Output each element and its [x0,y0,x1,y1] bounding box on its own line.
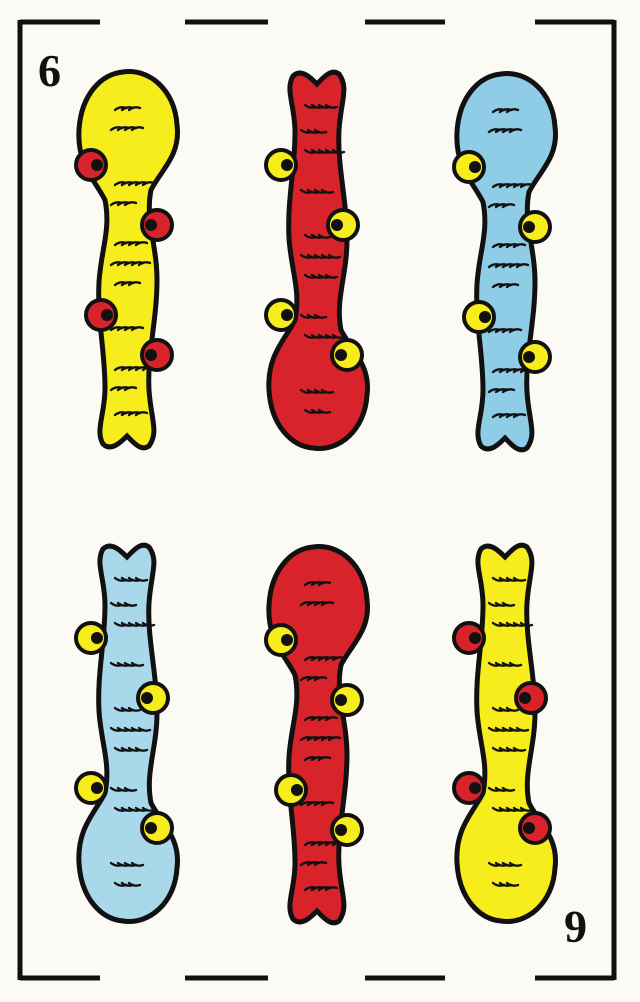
rank-top: 6 [38,48,61,94]
club-knot [266,300,296,330]
club-6 [454,545,556,921]
clubs-group [76,72,556,923]
club-knot [328,210,358,240]
club-knot [142,340,172,370]
club-4 [76,545,178,921]
club-knot [266,150,296,180]
club-knot [276,775,306,805]
club-1 [76,72,178,448]
club-knot [464,302,494,332]
club-knot [76,773,106,803]
club-3 [454,74,556,450]
club-5 [266,547,368,923]
club-knot [86,300,116,330]
club-knot [76,150,106,180]
club-knot [520,212,550,242]
club-knot [454,623,484,653]
club-knot [266,625,296,655]
club-knot [76,623,106,653]
club-knot [332,685,362,715]
club-knot [516,683,546,713]
club-knot [454,773,484,803]
club-knot [454,152,484,182]
club-knot [520,813,550,843]
club-knot [142,210,172,240]
club-knot [332,815,362,845]
club-knot [520,342,550,372]
rank-bottom: 6 [564,904,587,950]
club-knot [142,813,172,843]
club-knot [138,683,168,713]
club-knot [332,340,362,370]
club-2 [266,72,368,448]
